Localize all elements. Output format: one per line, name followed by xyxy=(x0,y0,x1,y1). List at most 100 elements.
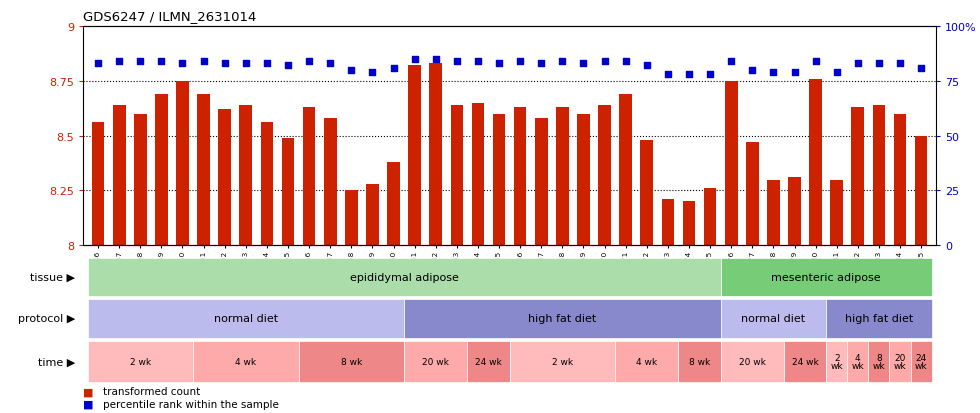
Bar xyxy=(219,110,231,246)
Point xyxy=(829,69,845,76)
Text: protocol ▶: protocol ▶ xyxy=(19,313,75,324)
Text: 8
wk: 8 wk xyxy=(872,353,885,370)
Text: epididymal adipose: epididymal adipose xyxy=(350,272,459,282)
Bar xyxy=(471,103,484,246)
Text: 4
wk: 4 wk xyxy=(852,353,864,370)
Point xyxy=(745,67,760,74)
Bar xyxy=(176,81,189,246)
Point xyxy=(639,63,655,69)
Point xyxy=(428,56,444,63)
Bar xyxy=(429,64,442,246)
Bar xyxy=(788,178,801,246)
Text: GDS6247 / ILMN_2631014: GDS6247 / ILMN_2631014 xyxy=(83,10,257,23)
Bar xyxy=(894,114,906,246)
Bar xyxy=(514,108,526,246)
Point xyxy=(787,69,803,76)
Point xyxy=(217,61,232,67)
Point xyxy=(112,59,127,65)
Point xyxy=(765,69,781,76)
Bar xyxy=(323,119,336,246)
Point xyxy=(322,61,338,67)
Bar xyxy=(155,95,168,246)
Text: 8 wk: 8 wk xyxy=(341,357,362,366)
Text: 20 wk: 20 wk xyxy=(422,357,449,366)
Bar xyxy=(830,180,843,246)
Bar xyxy=(261,123,273,246)
Point xyxy=(386,65,402,72)
Point xyxy=(154,59,170,65)
Text: normal diet: normal diet xyxy=(214,313,278,324)
Bar xyxy=(577,114,590,246)
Text: high fat diet: high fat diet xyxy=(528,313,597,324)
Point xyxy=(533,61,549,67)
Point xyxy=(597,59,612,65)
Bar xyxy=(92,123,105,246)
Bar xyxy=(872,106,885,246)
Text: normal diet: normal diet xyxy=(741,313,806,324)
Bar xyxy=(535,119,548,246)
Point xyxy=(132,59,148,65)
Bar xyxy=(809,79,822,246)
Text: 24 wk: 24 wk xyxy=(792,357,818,366)
Point xyxy=(703,72,718,78)
Point xyxy=(617,59,633,65)
Point xyxy=(871,61,887,67)
Point xyxy=(850,61,865,67)
Bar xyxy=(113,106,125,246)
Point xyxy=(90,61,106,67)
Bar xyxy=(387,163,400,246)
Text: transformed count: transformed count xyxy=(103,387,200,396)
Text: 4 wk: 4 wk xyxy=(235,357,257,366)
Bar xyxy=(641,141,653,246)
Bar xyxy=(134,114,147,246)
Point xyxy=(681,72,697,78)
Text: 2 wk: 2 wk xyxy=(129,357,151,366)
Bar xyxy=(746,143,759,246)
Point xyxy=(723,59,739,65)
Bar xyxy=(767,180,780,246)
Point xyxy=(238,61,254,67)
Bar xyxy=(409,66,421,246)
Bar xyxy=(239,106,252,246)
Bar xyxy=(556,108,568,246)
Text: 20
wk: 20 wk xyxy=(894,353,906,370)
Point xyxy=(555,59,570,65)
Bar xyxy=(683,202,696,246)
Bar xyxy=(725,81,738,246)
Point xyxy=(280,63,296,69)
Point xyxy=(365,69,380,76)
Text: 24 wk: 24 wk xyxy=(475,357,502,366)
Bar xyxy=(493,114,506,246)
Bar xyxy=(197,95,210,246)
Text: time ▶: time ▶ xyxy=(38,356,75,366)
Text: tissue ▶: tissue ▶ xyxy=(30,272,75,282)
Text: mesenteric adipose: mesenteric adipose xyxy=(771,272,881,282)
Bar xyxy=(662,200,674,246)
Text: ■: ■ xyxy=(83,387,94,396)
Point xyxy=(259,61,274,67)
Bar xyxy=(598,106,611,246)
Text: high fat diet: high fat diet xyxy=(845,313,913,324)
Text: 20 wk: 20 wk xyxy=(739,357,765,366)
Text: 8 wk: 8 wk xyxy=(689,357,710,366)
Point xyxy=(575,61,591,67)
Bar xyxy=(367,185,378,246)
Point xyxy=(343,67,359,74)
Bar xyxy=(281,138,294,246)
Point xyxy=(301,59,317,65)
Text: 2
wk: 2 wk xyxy=(830,353,843,370)
Point xyxy=(661,72,676,78)
Point xyxy=(407,56,422,63)
Text: 4 wk: 4 wk xyxy=(636,357,658,366)
Point xyxy=(491,61,507,67)
Point xyxy=(174,61,190,67)
Point xyxy=(913,65,929,72)
Bar xyxy=(619,95,632,246)
Point xyxy=(513,59,528,65)
Bar xyxy=(303,108,316,246)
Point xyxy=(808,59,823,65)
Text: 24
wk: 24 wk xyxy=(914,353,927,370)
Point xyxy=(892,61,907,67)
Text: ■: ■ xyxy=(83,399,94,409)
Bar xyxy=(451,106,464,246)
